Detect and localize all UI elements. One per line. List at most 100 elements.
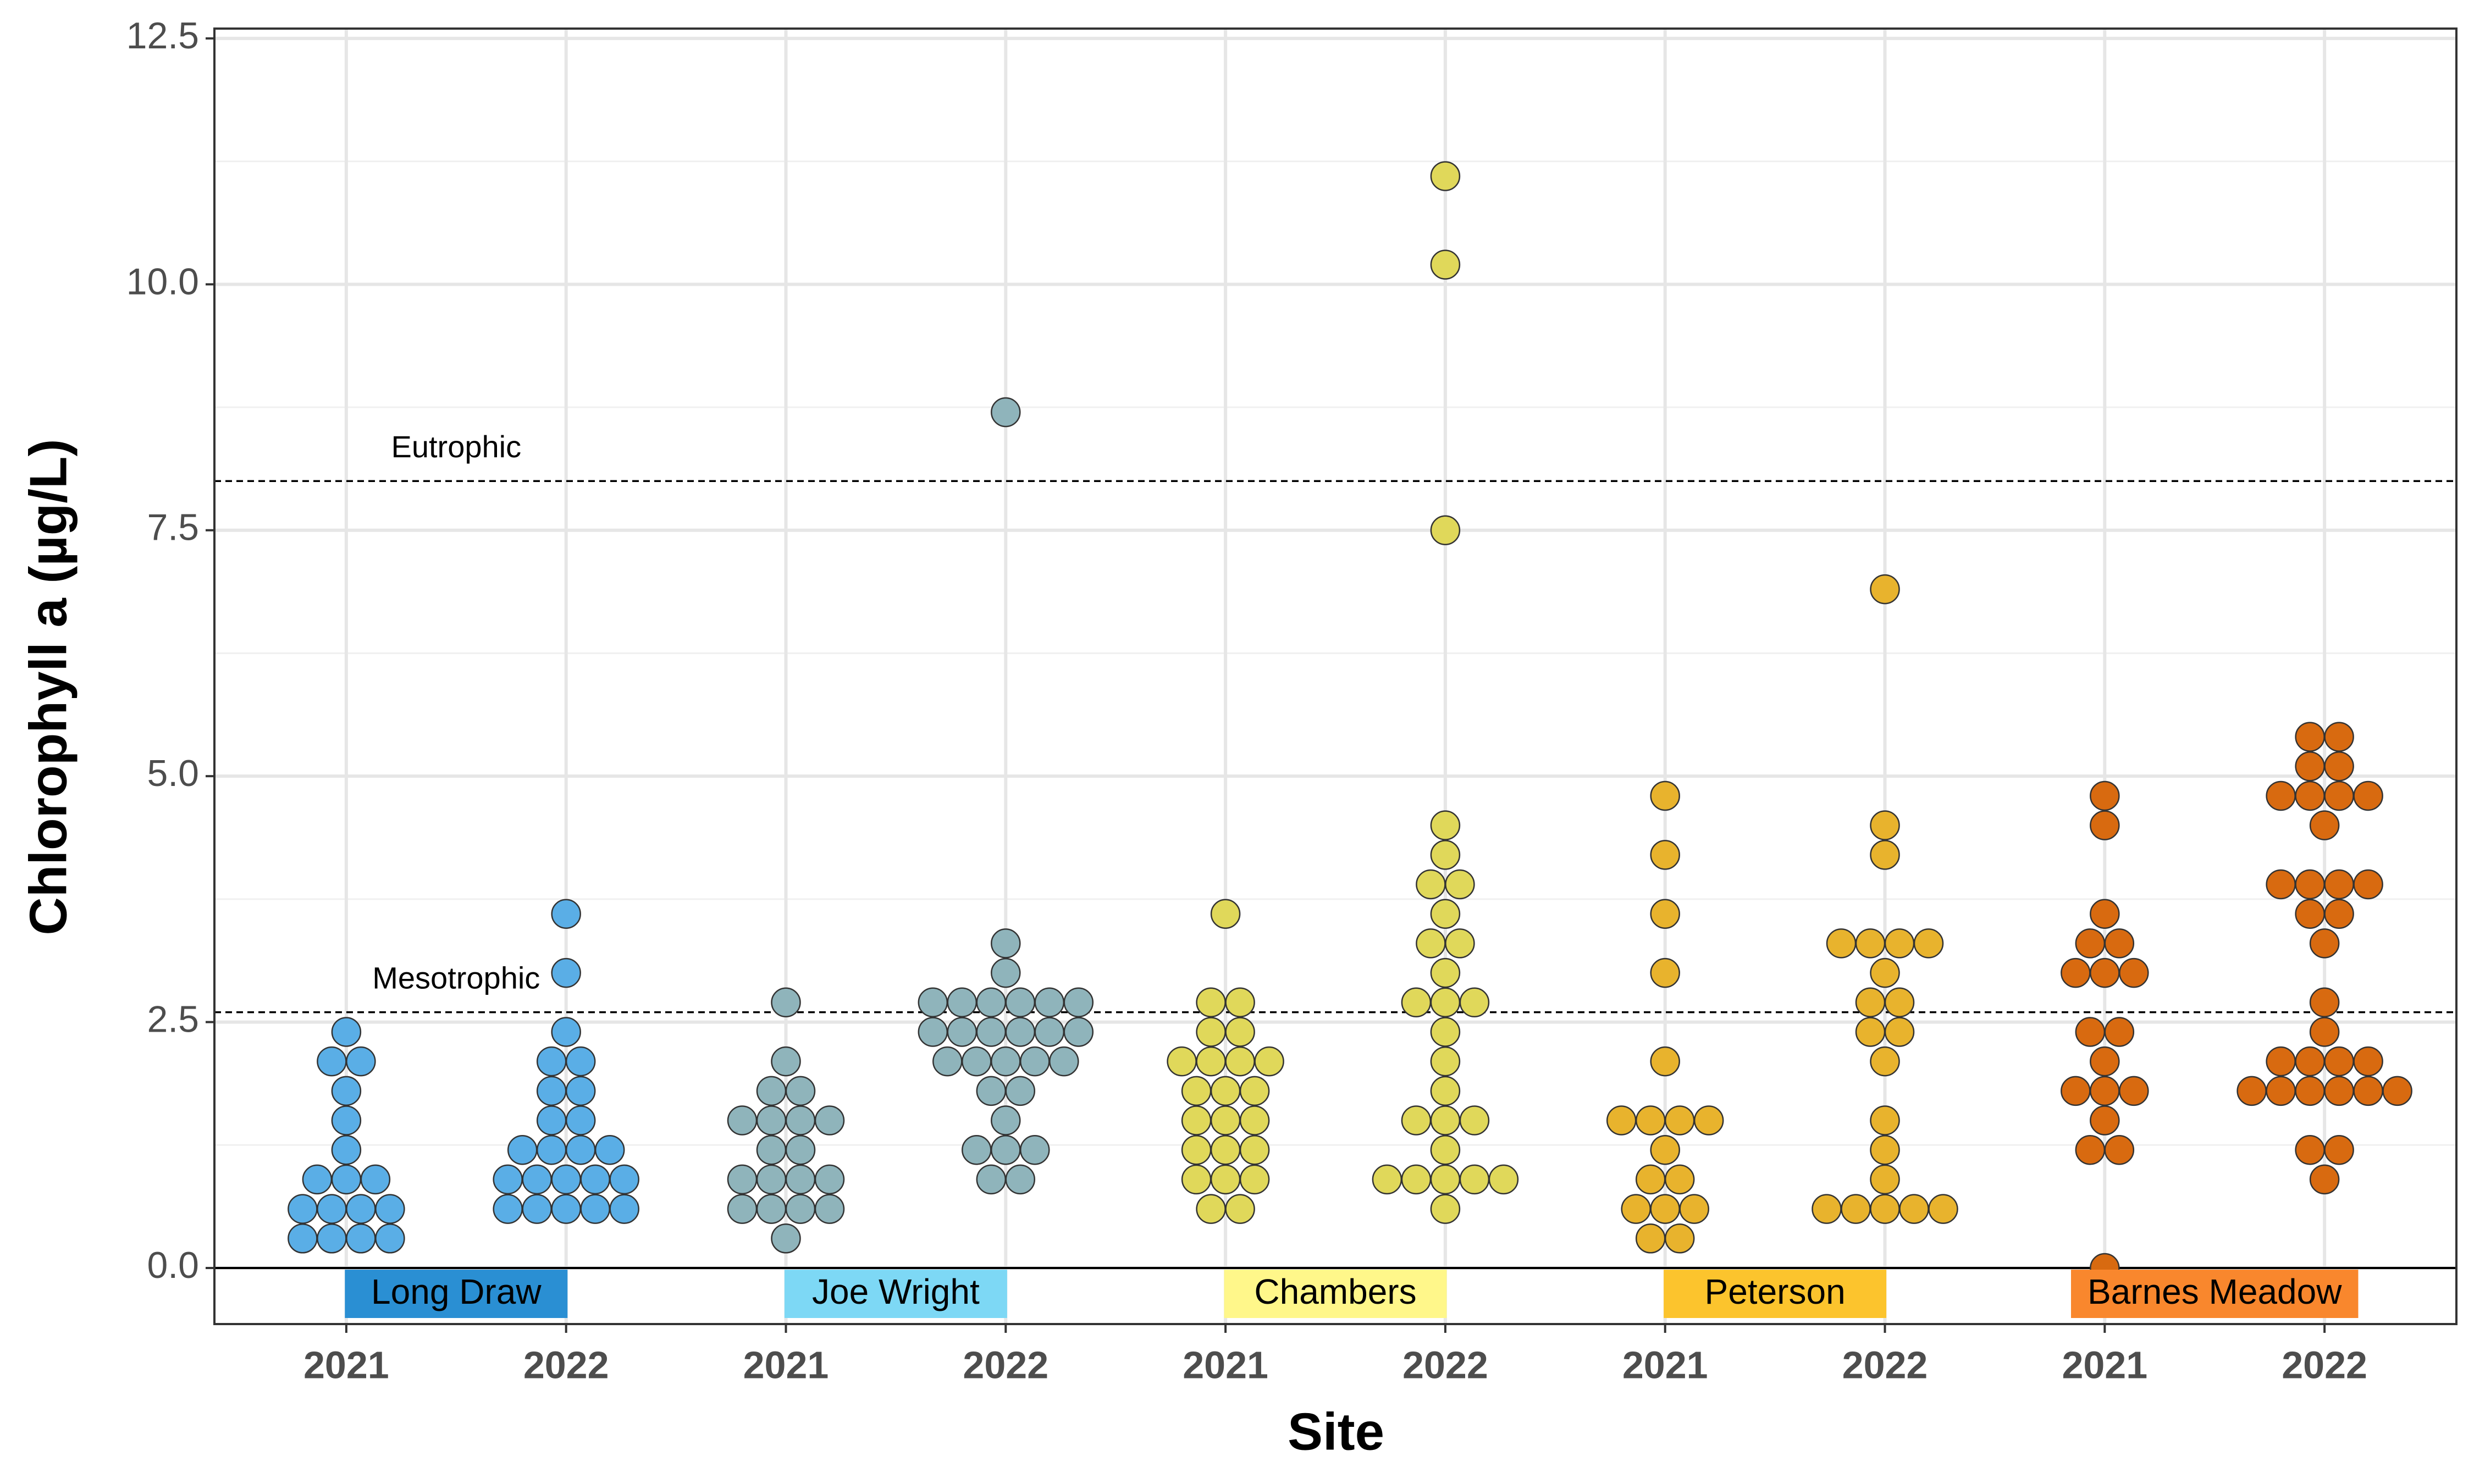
data-point <box>565 1076 596 1106</box>
data-point <box>1488 1164 1519 1195</box>
data-point <box>551 1017 581 1047</box>
data-point <box>1181 1076 1212 1106</box>
data-point <box>1416 869 1446 900</box>
site-label: Long Draw <box>371 1272 542 1311</box>
data-point <box>2090 780 2120 811</box>
x-tick-label: 2022 <box>523 1343 609 1386</box>
data-point <box>317 1046 347 1077</box>
data-point <box>2090 899 2120 929</box>
data-point <box>522 1164 552 1195</box>
data-point <box>1167 1046 1197 1077</box>
data-point <box>962 1134 992 1165</box>
data-point <box>1225 1046 1255 1077</box>
data-point <box>2295 869 2325 900</box>
data-point <box>1430 810 1461 840</box>
data-point <box>1650 780 1680 811</box>
data-point <box>2119 957 2149 988</box>
data-point <box>2266 869 2296 900</box>
data-point <box>1664 1223 1695 1254</box>
data-point <box>1606 1105 1637 1136</box>
data-point <box>1239 1076 1270 1106</box>
data-point <box>1870 1164 1900 1195</box>
data-point <box>932 1046 963 1077</box>
data-point <box>991 957 1021 988</box>
data-point <box>331 1017 362 1047</box>
data-point <box>1650 957 1680 988</box>
data-point <box>1430 1076 1461 1106</box>
data-point <box>1430 1017 1461 1047</box>
data-point <box>1210 1076 1241 1106</box>
data-point <box>2382 1076 2412 1106</box>
data-point <box>2324 1134 2354 1165</box>
x-tick-label: 2021 <box>1622 1343 1708 1386</box>
data-point <box>1005 1076 1036 1106</box>
data-point <box>2266 1046 2296 1077</box>
data-point <box>375 1223 405 1254</box>
data-point <box>1005 1017 1036 1047</box>
data-point <box>1225 1194 1255 1224</box>
data-point <box>609 1194 639 1224</box>
data-point <box>1664 1105 1695 1136</box>
data-point <box>2295 722 2325 752</box>
data-point <box>565 1046 596 1077</box>
site-label: Barnes Meadow <box>2088 1272 2342 1311</box>
data-point <box>2075 928 2106 959</box>
data-point <box>785 1194 816 1224</box>
data-point <box>1899 1194 1929 1224</box>
data-point <box>2236 1076 2267 1106</box>
data-point <box>771 1046 801 1077</box>
data-point <box>2119 1076 2149 1106</box>
data-point <box>2295 751 2325 782</box>
data-point <box>493 1164 523 1195</box>
data-point <box>991 397 1021 428</box>
data-point <box>331 1076 362 1106</box>
data-point <box>918 1017 948 1047</box>
data-point <box>785 1134 816 1165</box>
y-tick-label: 0.0 <box>147 1244 199 1286</box>
data-point <box>1430 1164 1461 1195</box>
data-point <box>1063 1017 1094 1047</box>
data-point <box>1650 899 1680 929</box>
site-label: Joe Wright <box>812 1272 980 1311</box>
data-point <box>771 987 801 1018</box>
data-point <box>565 1105 596 1136</box>
data-point <box>947 1017 978 1047</box>
data-point <box>1430 1105 1461 1136</box>
data-point <box>1621 1194 1651 1224</box>
data-point <box>1239 1134 1270 1165</box>
data-point <box>2309 1017 2340 1047</box>
data-point <box>1254 1046 1284 1077</box>
data-point <box>1870 1046 1900 1077</box>
data-point <box>2075 1134 2106 1165</box>
data-point <box>1430 515 1461 545</box>
data-point <box>2104 1017 2135 1047</box>
data-point <box>1430 1046 1461 1077</box>
data-point <box>991 928 1021 959</box>
data-point <box>1430 899 1461 929</box>
data-point <box>594 1134 625 1165</box>
data-point <box>1445 869 1475 900</box>
data-point <box>756 1194 787 1224</box>
y-tick-label: 5.0 <box>147 752 199 794</box>
data-point <box>331 1164 362 1195</box>
data-point <box>2061 957 2091 988</box>
data-point <box>317 1223 347 1254</box>
data-point <box>1063 987 1094 1018</box>
data-point <box>493 1194 523 1224</box>
data-point <box>1870 957 1900 988</box>
data-point <box>2295 1134 2325 1165</box>
data-point <box>814 1164 845 1195</box>
data-point <box>1650 1134 1680 1165</box>
data-point <box>1020 1046 1050 1077</box>
data-point <box>2353 869 2383 900</box>
data-point <box>2309 810 2340 840</box>
data-point <box>288 1194 318 1224</box>
data-point <box>918 987 948 1018</box>
data-point <box>976 1076 1007 1106</box>
reference-label: Mesotrophic <box>372 960 540 995</box>
data-point <box>536 1105 567 1136</box>
data-point <box>1225 1017 1255 1047</box>
data-point <box>1401 1164 1432 1195</box>
data-point <box>2353 1046 2383 1077</box>
